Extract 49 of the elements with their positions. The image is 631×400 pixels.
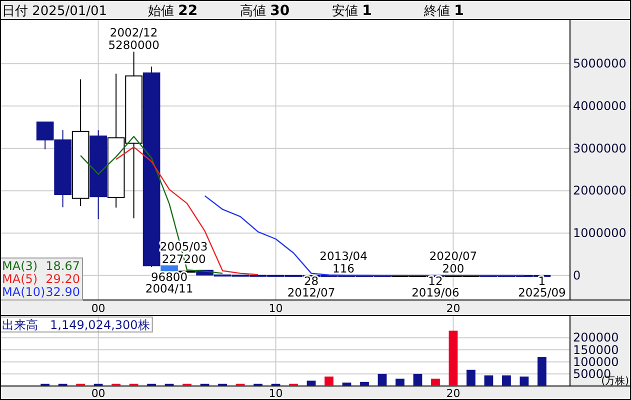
chart-title: 出来高 1,149,024,300株 bbox=[2, 318, 150, 332]
annotation: 12 2019/06 bbox=[412, 274, 460, 300]
bar bbox=[448, 330, 458, 386]
y-tick-label: 100000 bbox=[573, 354, 619, 369]
text: 18.67 bbox=[46, 259, 80, 273]
annotation: 2020/07 200 bbox=[429, 248, 478, 276]
text: 32.90 bbox=[46, 285, 80, 299]
y-tick-label: 3000000 bbox=[573, 141, 626, 156]
bar bbox=[466, 370, 476, 386]
text: MA(5) bbox=[2, 272, 38, 286]
bar bbox=[360, 382, 369, 386]
x-tick-label: 20 bbox=[446, 387, 460, 400]
annotation: 96800 2004/11 bbox=[145, 270, 194, 296]
y-tick-label: 0 bbox=[573, 268, 581, 282]
text: MA(10) bbox=[2, 285, 46, 299]
y-tick-label: 200000 bbox=[573, 330, 619, 345]
annotation: 1 2025/09 bbox=[518, 274, 566, 300]
text: 29.20 bbox=[46, 272, 80, 286]
x-tick-label: 00 bbox=[91, 302, 106, 315]
line-series bbox=[80, 136, 224, 274]
bar bbox=[502, 375, 511, 386]
y-tick-label: 150000 bbox=[573, 342, 619, 357]
bar bbox=[431, 378, 440, 386]
bar bbox=[324, 376, 334, 386]
bar bbox=[538, 357, 546, 386]
bar bbox=[306, 380, 316, 386]
bar bbox=[413, 374, 422, 386]
y-tick-label: 4000000 bbox=[573, 98, 626, 113]
text: 終値 1 bbox=[423, 3, 464, 19]
bar bbox=[378, 374, 387, 386]
bar bbox=[396, 378, 404, 386]
x-tick-label: 00 bbox=[91, 387, 106, 400]
y-tick-label: 2000000 bbox=[573, 184, 626, 198]
x-tick-label: 10 bbox=[268, 302, 283, 315]
x-tick-label: 10 bbox=[268, 387, 283, 400]
text: 始値 22 bbox=[148, 3, 198, 19]
annotation: 2013/04 116 bbox=[320, 248, 368, 276]
bar bbox=[342, 382, 352, 386]
annotation: 2002/12 5280000 bbox=[108, 25, 160, 52]
y-tick-label: 1000000 bbox=[573, 226, 626, 240]
y-tick-label: 5000000 bbox=[573, 56, 626, 71]
chart-title: 日付 2025/01/01 bbox=[2, 4, 108, 19]
x-tick-label: 20 bbox=[446, 302, 460, 315]
text: 安値 1 bbox=[332, 3, 372, 19]
annotation: 28 2012/07 bbox=[287, 274, 336, 300]
text: MA(3) bbox=[2, 259, 38, 273]
text: 高値 30 bbox=[240, 3, 290, 19]
bar bbox=[484, 375, 494, 386]
bar bbox=[520, 376, 529, 386]
